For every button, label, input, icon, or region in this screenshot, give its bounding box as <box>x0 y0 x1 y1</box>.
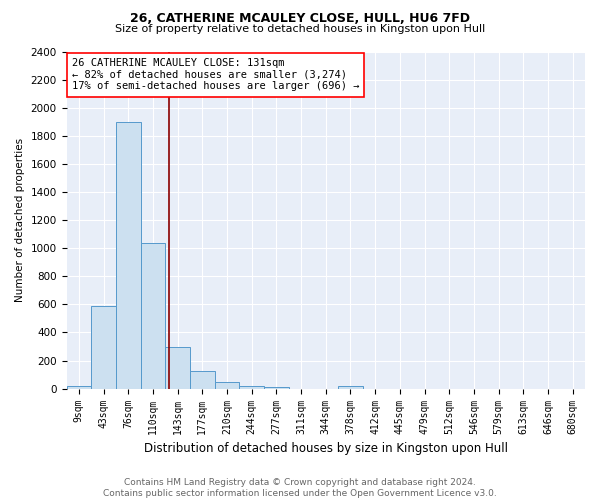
Text: 26, CATHERINE MCAULEY CLOSE, HULL, HU6 7FD: 26, CATHERINE MCAULEY CLOSE, HULL, HU6 7… <box>130 12 470 26</box>
Bar <box>215 382 239 388</box>
Bar <box>91 306 116 388</box>
Text: 26 CATHERINE MCAULEY CLOSE: 131sqm
← 82% of detached houses are smaller (3,274)
: 26 CATHERINE MCAULEY CLOSE: 131sqm ← 82%… <box>72 58 359 92</box>
Bar <box>338 386 363 388</box>
Bar <box>190 371 215 388</box>
Text: Size of property relative to detached houses in Kingston upon Hull: Size of property relative to detached ho… <box>115 24 485 34</box>
Bar <box>67 386 91 388</box>
Bar <box>140 242 165 388</box>
X-axis label: Distribution of detached houses by size in Kingston upon Hull: Distribution of detached houses by size … <box>144 442 508 455</box>
Bar <box>264 387 289 388</box>
Bar <box>239 386 264 388</box>
Bar <box>116 122 140 388</box>
Text: Contains HM Land Registry data © Crown copyright and database right 2024.
Contai: Contains HM Land Registry data © Crown c… <box>103 478 497 498</box>
Y-axis label: Number of detached properties: Number of detached properties <box>15 138 25 302</box>
Bar <box>165 347 190 389</box>
